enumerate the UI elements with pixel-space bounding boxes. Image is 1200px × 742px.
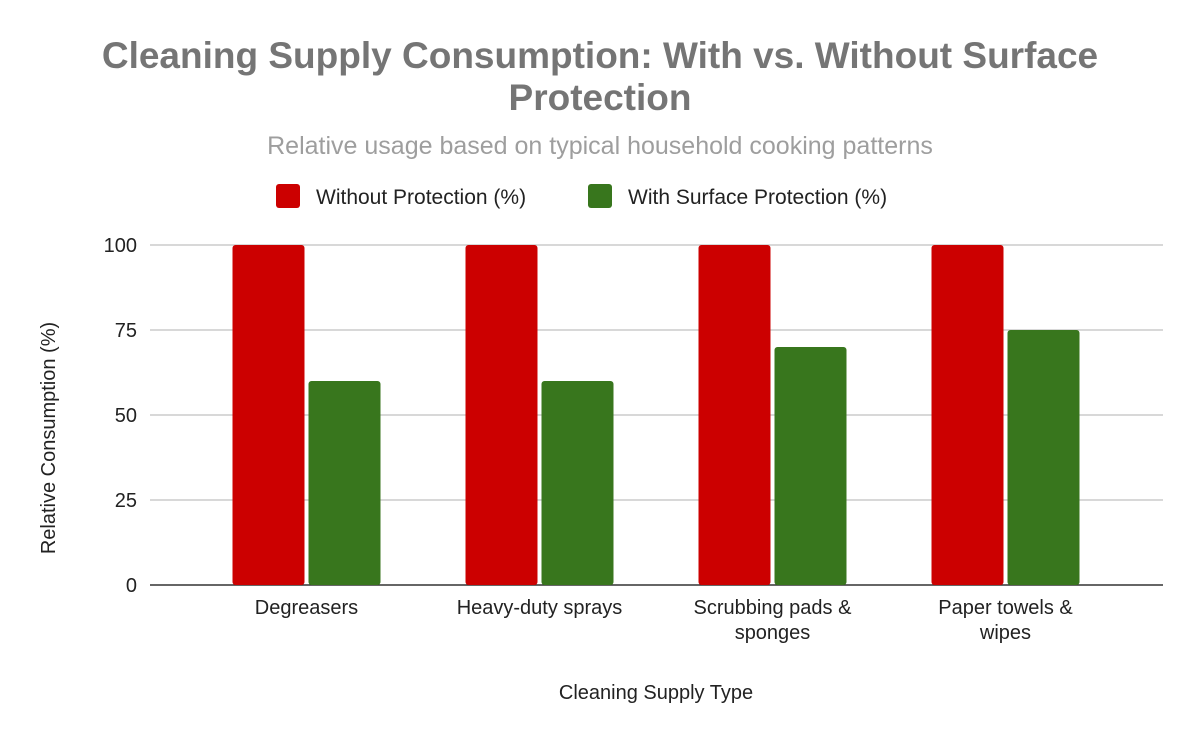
y-tick-label: 0 [126, 575, 137, 597]
x-tick-label: sponges [735, 622, 811, 644]
chart-subtitle: Relative usage based on typical househol… [267, 132, 933, 160]
bar-without-protection [931, 245, 1004, 585]
y-tick-label: 50 [115, 405, 137, 427]
x-tick-label: Degreasers [255, 597, 358, 619]
legend-label: With Surface Protection (%) [628, 186, 887, 209]
bar-with-protection [774, 347, 847, 585]
x-tick-label: Scrubbing pads & [694, 597, 853, 619]
chart-title: Cleaning Supply Consumption: With vs. Wi… [102, 35, 1098, 76]
bar-with-protection [1007, 330, 1080, 585]
y-tick-label: 25 [115, 490, 137, 512]
x-tick-label: wipes [979, 622, 1031, 644]
legend-swatch [588, 184, 612, 208]
x-tick-label: Paper towels & [938, 597, 1073, 619]
x-axis-title: Cleaning Supply Type [559, 682, 753, 704]
bar-with-protection [308, 381, 381, 585]
legend-swatch [276, 184, 300, 208]
chart-title: Protection [509, 77, 692, 118]
x-tick-label: Heavy-duty sprays [457, 597, 623, 619]
legend-label: Without Protection (%) [316, 186, 526, 209]
y-axis-title: Relative Consumption (%) [38, 322, 60, 554]
bar-without-protection [465, 245, 538, 585]
bar-without-protection [232, 245, 305, 585]
bar-without-protection [698, 245, 771, 585]
y-tick-label: 75 [115, 320, 137, 342]
bar-with-protection [541, 381, 614, 585]
y-tick-label: 100 [104, 235, 137, 257]
